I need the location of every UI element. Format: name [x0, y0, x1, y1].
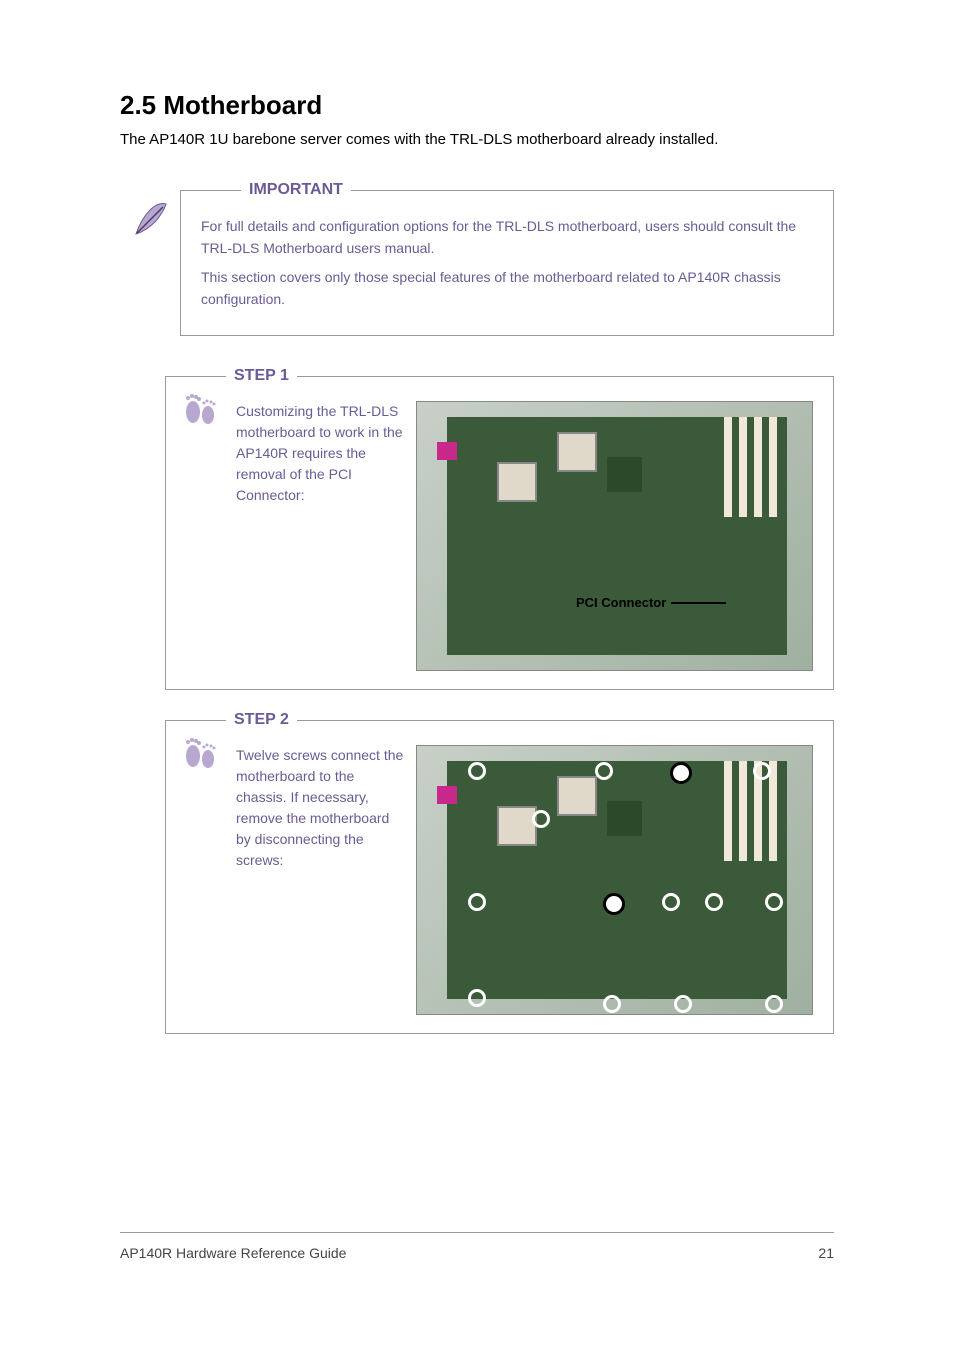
- important-note-box: IMPORTANT For full details and configura…: [180, 190, 834, 336]
- screw-hole-marker: [765, 995, 783, 1013]
- section-subtitle: The AP140R 1U barebone server comes with…: [120, 129, 834, 150]
- screw-hole-marker: [595, 762, 613, 780]
- screw-hole-marker: [753, 762, 771, 780]
- step-2-image: [416, 745, 813, 1015]
- step-1-text: Customizing the TRL-DLS motherboard to w…: [236, 401, 416, 671]
- screw-hole-marker: [468, 989, 486, 1007]
- feet-icon: [181, 387, 221, 427]
- screw-hole-marker: [765, 893, 783, 911]
- note-label: IMPORTANT: [241, 181, 351, 199]
- screw-hole-marker: [603, 995, 621, 1013]
- step-2-box: STEP 2 Twelve screws connect the motherb…: [165, 720, 834, 1034]
- step-1-box: STEP 1 Customizing the TRL-DLS motherboa…: [165, 376, 834, 690]
- screw-hole-marker: [674, 995, 692, 1013]
- screw-hole-marker: [603, 893, 625, 915]
- pci-callout: PCI Connector: [576, 593, 726, 613]
- note-text-2: This section covers only those special f…: [201, 266, 813, 311]
- page-footer: AP140R Hardware Reference Guide 21: [120, 1232, 834, 1261]
- footer-left: AP140R Hardware Reference Guide: [120, 1245, 346, 1261]
- step-1-label: STEP 1: [226, 367, 297, 385]
- pci-label: PCI Connector: [576, 593, 666, 613]
- step-2-label: STEP 2: [226, 711, 297, 729]
- screw-hole-marker: [468, 762, 486, 780]
- screw-hole-marker: [670, 762, 692, 784]
- feather-icon: [131, 199, 171, 239]
- footer-right: 21: [818, 1245, 834, 1261]
- step-2-text: Twelve screws connect the motherboard to…: [236, 745, 416, 1015]
- section-title: 2.5 Motherboard: [120, 90, 834, 121]
- note-text-1: For full details and configuration optio…: [201, 215, 813, 260]
- screw-hole-marker: [532, 810, 550, 828]
- screw-hole-marker: [662, 893, 680, 911]
- feet-icon: [181, 731, 221, 771]
- step-1-image: PCI Connector: [416, 401, 813, 671]
